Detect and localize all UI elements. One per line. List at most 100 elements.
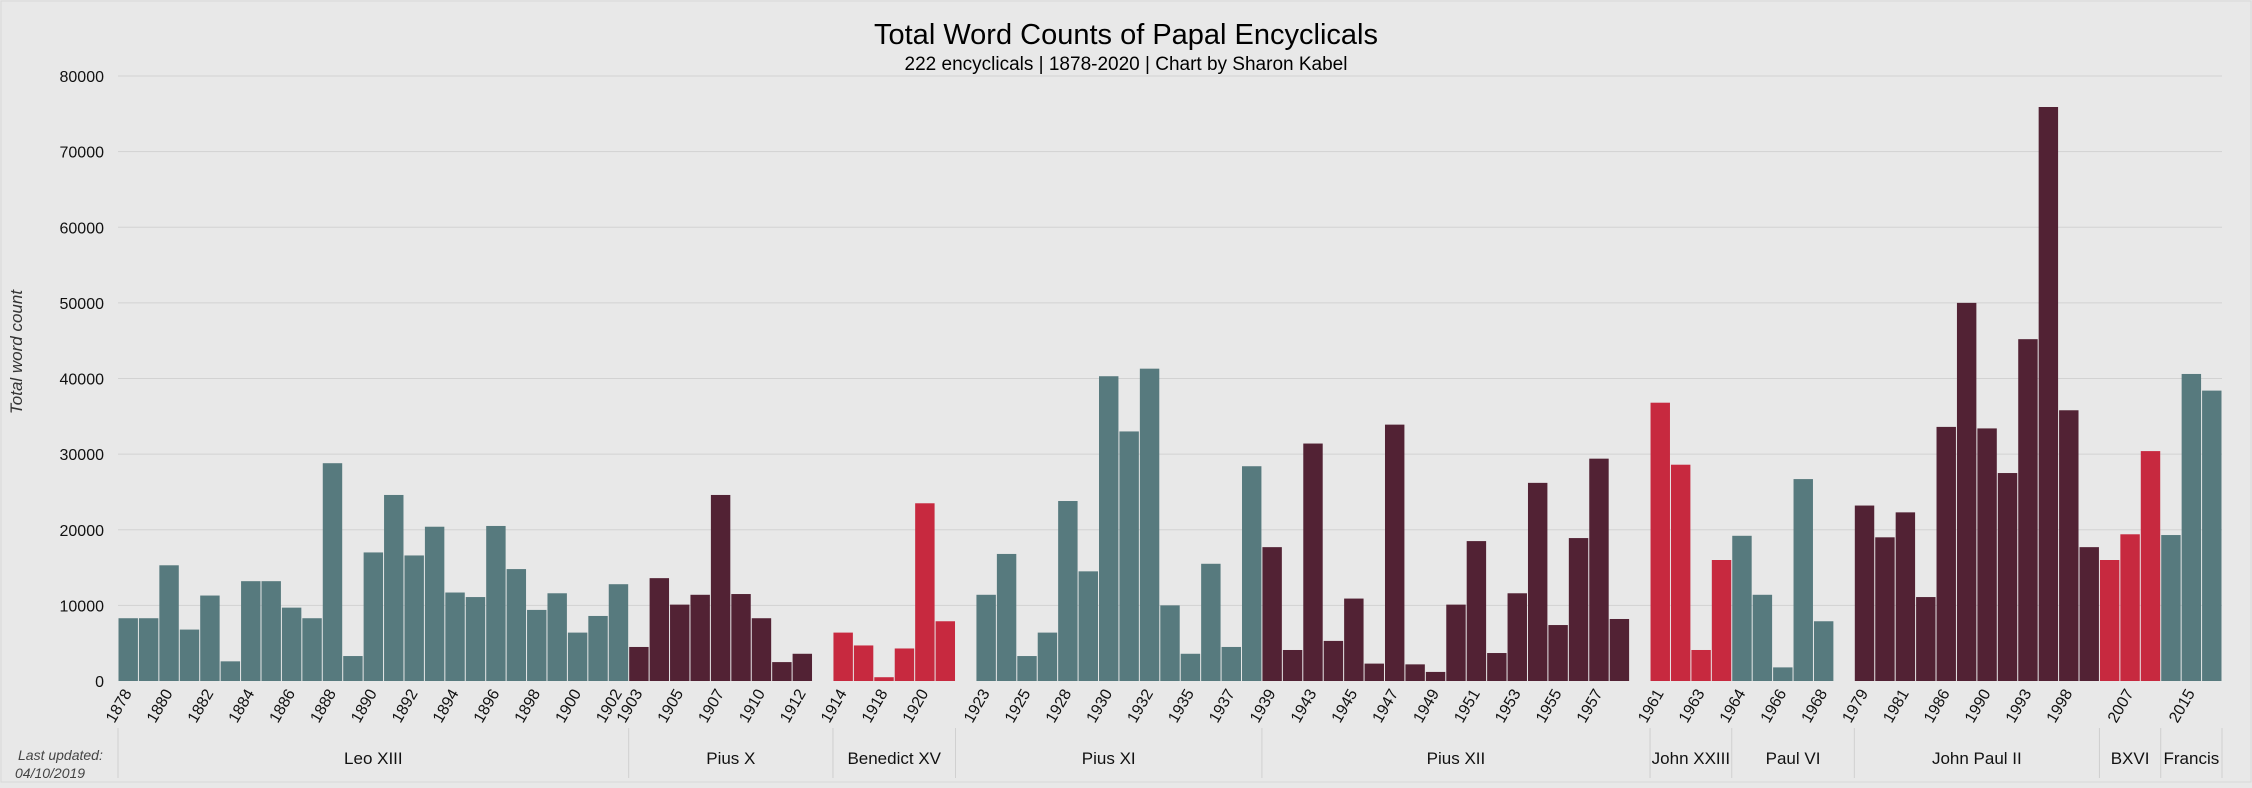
x-tick-label: 1937 bbox=[1206, 686, 1239, 725]
x-tick-label: 2015 bbox=[2166, 686, 2199, 725]
bar bbox=[1160, 605, 1180, 681]
bar bbox=[629, 646, 649, 681]
x-tick-label: 1949 bbox=[1410, 686, 1443, 725]
x-tick-label: 1957 bbox=[1574, 686, 1607, 725]
bar bbox=[2140, 451, 2161, 681]
bar bbox=[1344, 598, 1364, 681]
bar bbox=[731, 594, 751, 681]
bar bbox=[2099, 560, 2120, 681]
bar bbox=[1384, 424, 1405, 681]
bar bbox=[1037, 632, 1058, 681]
bar bbox=[1405, 664, 1425, 681]
x-tick-label: 1930 bbox=[1084, 686, 1117, 725]
bar bbox=[384, 494, 404, 681]
y-tick-label: 10000 bbox=[60, 598, 105, 615]
pope-label: BXVI bbox=[2111, 749, 2150, 768]
bar bbox=[527, 609, 547, 681]
x-tick-label: 1900 bbox=[553, 686, 586, 725]
bar bbox=[1078, 571, 1099, 681]
y-axis-label: Total word count bbox=[7, 289, 26, 414]
bar bbox=[853, 645, 874, 681]
x-tick-label: 1986 bbox=[1921, 686, 1954, 725]
pope-label: Benedict XV bbox=[847, 749, 941, 768]
bar bbox=[1058, 501, 1078, 681]
bar bbox=[792, 653, 813, 681]
x-tick-label: 1945 bbox=[1329, 686, 1362, 725]
bar bbox=[1221, 646, 1241, 681]
bar bbox=[424, 526, 445, 681]
bar bbox=[710, 494, 731, 681]
x-tick-label: 1890 bbox=[348, 686, 381, 725]
x-tick-label: 1920 bbox=[900, 686, 933, 725]
bar bbox=[322, 463, 343, 681]
x-tick-label: 1964 bbox=[1717, 686, 1750, 725]
x-tick-label: 1905 bbox=[655, 686, 688, 725]
x-tick-label: 1939 bbox=[1247, 686, 1280, 725]
bar bbox=[894, 648, 915, 681]
bar bbox=[2059, 410, 2079, 681]
bar bbox=[1670, 464, 1691, 681]
bar bbox=[1711, 560, 1732, 681]
bar bbox=[1977, 428, 1997, 681]
x-tick-label: 1888 bbox=[307, 686, 340, 725]
x-tick-label: 1951 bbox=[1451, 686, 1484, 725]
bar bbox=[220, 661, 241, 681]
bar bbox=[118, 618, 138, 681]
bar bbox=[1425, 671, 1446, 681]
x-tick-label: 1925 bbox=[1002, 686, 1035, 725]
x-tick-label: 1998 bbox=[2044, 686, 2077, 725]
x-tick-label: 1894 bbox=[430, 686, 463, 725]
y-tick-labels: 0 10000 20000 30000 40000 50000 60000 70000 8000… bbox=[60, 69, 105, 691]
bar bbox=[200, 595, 220, 681]
bar bbox=[302, 618, 322, 681]
bar bbox=[1487, 653, 1507, 681]
chart-title: Total Word Counts of Papal Encyclicals bbox=[874, 19, 1378, 51]
bar bbox=[608, 584, 629, 681]
bar bbox=[2181, 373, 2202, 681]
bar bbox=[1875, 537, 1895, 681]
bar bbox=[833, 632, 853, 681]
bar bbox=[2018, 339, 2038, 681]
bar bbox=[2202, 390, 2222, 681]
bar bbox=[996, 553, 1017, 681]
y-tick-label: 50000 bbox=[60, 296, 105, 313]
bar bbox=[1180, 653, 1201, 681]
x-tick-label: 1947 bbox=[1370, 686, 1403, 725]
x-tick-label: 1990 bbox=[1962, 686, 1995, 725]
bar bbox=[1895, 512, 1916, 681]
x-tick-label: 1932 bbox=[1125, 686, 1158, 725]
x-tick-label: 1912 bbox=[777, 686, 810, 725]
x-tick-label: 1884 bbox=[226, 686, 259, 725]
x-tick-label: 1953 bbox=[1492, 686, 1525, 725]
bar bbox=[363, 552, 384, 681]
bar bbox=[241, 581, 261, 681]
bar bbox=[1466, 541, 1487, 681]
bar bbox=[1997, 473, 2018, 681]
bar bbox=[1119, 431, 1139, 681]
bar bbox=[1364, 663, 1384, 681]
pope-label: John XXIII bbox=[1652, 749, 1730, 768]
x-tick-label: 1923 bbox=[961, 686, 994, 725]
pope-label: Francis bbox=[2163, 749, 2219, 768]
bars bbox=[118, 107, 2222, 682]
bar bbox=[1732, 535, 1752, 681]
bar bbox=[506, 569, 527, 681]
bar bbox=[1813, 621, 1834, 681]
x-tick-label: 1910 bbox=[736, 686, 769, 725]
bar bbox=[1323, 640, 1344, 681]
x-tick-label: 1914 bbox=[818, 686, 851, 725]
bar bbox=[1773, 667, 1793, 681]
bar bbox=[1099, 376, 1119, 681]
pope-label: Leo XIII bbox=[344, 749, 403, 768]
bar bbox=[690, 594, 710, 681]
bar bbox=[2161, 535, 2181, 681]
bar bbox=[445, 592, 465, 681]
chart-subtitle: 222 encyclicals | 1878-2020 | Chart by S… bbox=[905, 54, 1348, 75]
y-tick-label: 20000 bbox=[60, 523, 105, 540]
pope-label: Pius XI bbox=[1082, 749, 1136, 768]
y-tick-label: 70000 bbox=[60, 145, 105, 162]
bar bbox=[1568, 538, 1589, 681]
y-tick-label: 0 bbox=[95, 674, 104, 691]
bar bbox=[1282, 649, 1303, 681]
x-tick-label: 1928 bbox=[1043, 686, 1076, 725]
